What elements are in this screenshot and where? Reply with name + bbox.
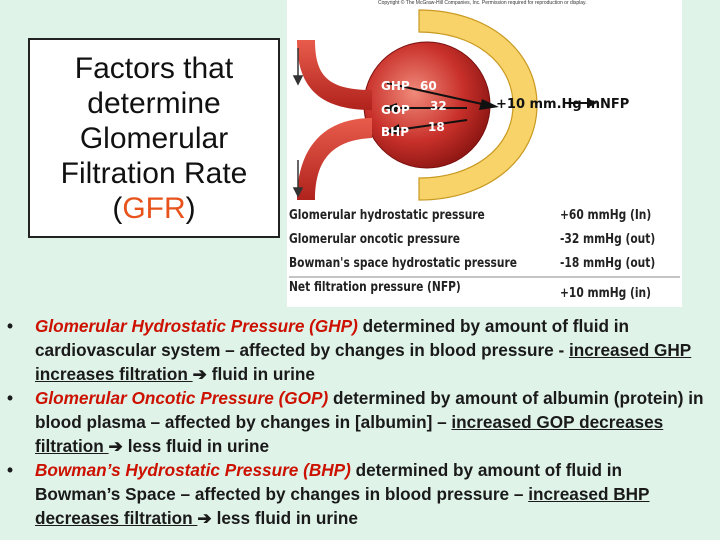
ghp-value: 60 <box>420 79 437 93</box>
title-line-3: Glomerular <box>79 121 229 155</box>
gfr-acronym: GFR <box>122 191 186 225</box>
factor-result: less fluid in urine <box>211 508 358 528</box>
bullet-marker: • <box>7 388 14 408</box>
factor-description: determined by amount of fluid in Bowman’… <box>35 460 623 504</box>
factor-term: Glomerular Hydrostatic Pressure (GHP) <box>35 316 358 336</box>
bhp-label: BHP <box>381 125 409 139</box>
bullet-marker: • <box>7 316 14 336</box>
net-arrow-icon <box>567 98 597 108</box>
glomerulus-diagram: GHP 60 GOP 32 BHP 18 +10 mm.Hg in NFP <box>289 9 680 278</box>
factor-result: fluid in urine <box>207 364 315 384</box>
ghp-label: GHP <box>381 79 410 93</box>
title-box: Factors that determine Glomerular Filtra… <box>28 38 280 238</box>
bhp-arrow-icon <box>385 119 468 135</box>
pressure-row-label-bhp: Bowman's space hydrostatic pressure <box>289 256 517 271</box>
factor-description: determined by amount of fluid in cardiov… <box>35 316 630 360</box>
title-line-5: (GFR) <box>112 191 195 226</box>
list-item: • Glomerular Oncotic Pressure (GOP) deter… <box>0 386 720 458</box>
gop-arrow-icon <box>383 103 467 113</box>
list-item: • Bowman’s Hydrostatic Pressure (BHP) det… <box>0 458 720 530</box>
gop-value: 32 <box>430 99 447 113</box>
pressure-row-label-ghp: Glomerular hydrostatic pressure <box>289 208 485 223</box>
bhp-value: 18 <box>428 120 445 134</box>
bowmans-capsule <box>418 9 538 201</box>
nfp-label: NFP <box>600 97 629 112</box>
copyright-notice: Copyright © The McGraw-Hill Companies, I… <box>378 0 587 6</box>
factor-effect: increased GHP increases filtration <box>35 340 692 384</box>
glomerulus-figure: GHP 60 GOP 32 BHP 18 +10 mm.Hg in NFP <box>287 0 682 307</box>
right-arrow-icon: ➔ <box>192 364 208 384</box>
factor-result: less fluid in urine <box>122 436 270 456</box>
bullet-marker: • <box>7 460 14 480</box>
title-line-1: Factors that <box>74 51 234 85</box>
pressure-row-value-bhp: -18 mmHg (out) <box>560 256 656 271</box>
pressure-row-value-gop: -32 mmHg (out) <box>560 232 656 247</box>
right-arrow-icon: ➔ <box>197 508 212 528</box>
pressure-row-value-nfp: +10 mmHg (in) <box>560 286 651 301</box>
title-line-4: Filtration Rate <box>60 156 248 190</box>
acronym-close: ) <box>185 191 196 225</box>
gop-label: GOP <box>381 103 410 117</box>
flow-arrow-out-icon <box>292 160 304 198</box>
pressure-row-value-ghp: +60 mmHg (In) <box>560 208 652 223</box>
title-line-2: determine <box>87 86 221 120</box>
list-item: • Glomerular Hydrostatic Pressure (GHP) d… <box>0 314 720 386</box>
factor-effect: increased GOP decreases filtration <box>35 412 664 456</box>
efferent-arteriole <box>297 118 372 200</box>
ghp-arrow-icon <box>386 82 499 110</box>
factor-list: • Glomerular Hydrostatic Pressure (GHP) d… <box>0 314 720 530</box>
factor-term: Bowman’s Hydrostatic Pressure (BHP) <box>35 460 351 480</box>
acronym-open: ( <box>112 191 123 225</box>
flow-arrow-in-icon <box>292 48 304 86</box>
factor-term: Glomerular Oncotic Pressure (GOP) <box>35 388 329 408</box>
factor-effect: increased BHP decreases filtration <box>35 484 650 528</box>
afferent-arteriole <box>297 40 372 110</box>
pressure-row-label-nfp: Net filtration pressure (NFP) <box>289 280 461 295</box>
factor-description: determined by amount of albumin (protein… <box>35 388 704 432</box>
net-pressure-label: +10 mm.Hg in <box>496 97 600 112</box>
right-arrow-icon: ➔ <box>108 436 123 456</box>
pressure-row-label-gop: Glomerular oncotic pressure <box>289 232 460 247</box>
